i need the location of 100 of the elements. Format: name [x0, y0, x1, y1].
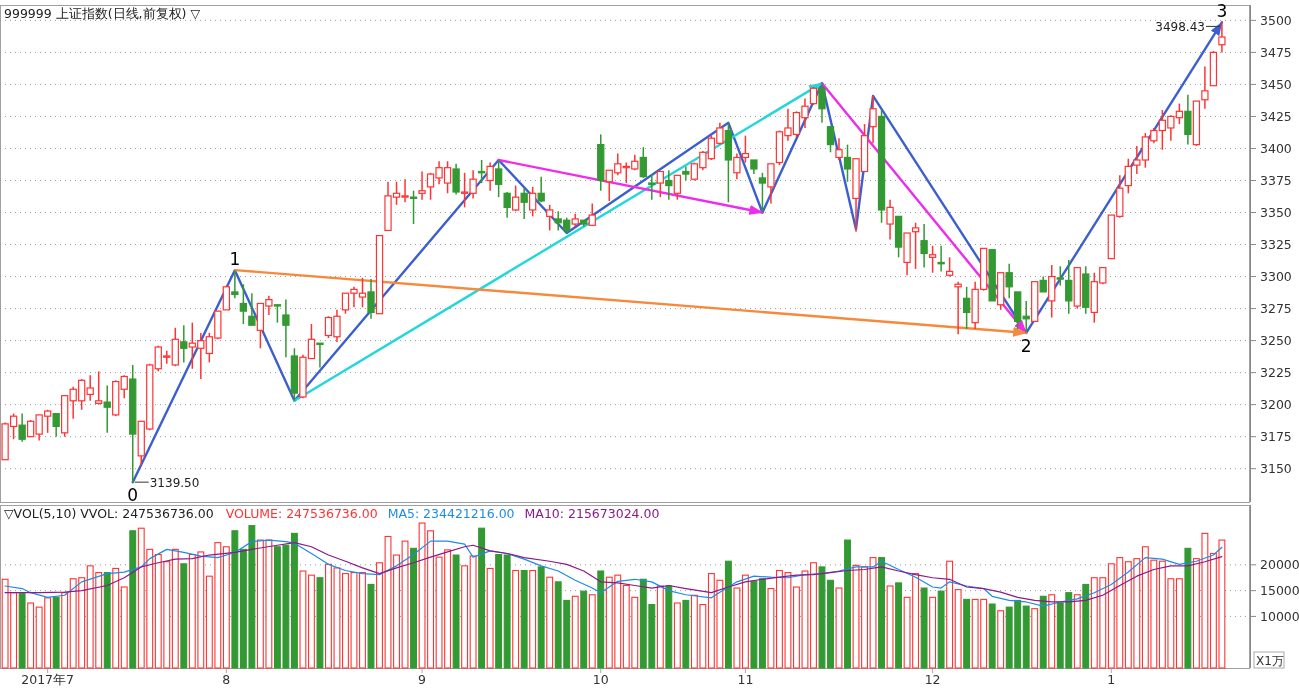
bar	[724, 560, 732, 669]
bar	[103, 572, 111, 669]
bar	[835, 587, 843, 669]
bar	[878, 557, 886, 669]
x-tick-label: 2017年7	[21, 672, 75, 687]
y-tick-label: 3425	[1260, 108, 1292, 124]
bar	[529, 569, 537, 669]
y-tick-label: 3325	[1260, 237, 1292, 253]
bar	[597, 570, 605, 669]
bar	[18, 593, 26, 669]
bar	[750, 580, 758, 669]
y-tick-label: 10000	[1260, 608, 1299, 624]
bar	[988, 603, 996, 669]
bar	[316, 577, 324, 669]
bar	[469, 555, 477, 669]
y-tick-label: 3350	[1260, 205, 1292, 221]
y-tick-label: 3250	[1260, 333, 1292, 349]
bar	[946, 560, 954, 669]
bar	[112, 567, 120, 669]
bar	[1031, 608, 1039, 669]
bar	[27, 602, 35, 669]
text: MA5: 234421216.00	[387, 506, 515, 521]
bar	[1039, 595, 1047, 669]
text: MA10: 215673024.00	[524, 506, 660, 521]
bar	[120, 586, 128, 669]
y-tick-label: 3500	[1260, 12, 1292, 28]
bar	[929, 596, 937, 669]
bar	[537, 566, 545, 669]
bar	[410, 547, 417, 669]
bar	[656, 585, 664, 669]
bar	[367, 583, 375, 669]
bar	[61, 592, 69, 669]
bar	[571, 595, 579, 669]
annotation: 0	[127, 485, 139, 506]
y-tick-label: 3150	[1260, 461, 1292, 477]
bar	[1048, 594, 1056, 669]
bar	[997, 610, 1005, 669]
bar	[1175, 578, 1183, 669]
text: X1万	[1256, 653, 1284, 668]
bar	[129, 530, 137, 669]
y-tick-label: 3200	[1260, 397, 1292, 413]
bar	[954, 589, 962, 669]
bar	[512, 569, 520, 669]
bar	[452, 554, 460, 669]
annotation: 3	[1216, 1, 1228, 22]
y-tick-label: 3475	[1260, 44, 1292, 60]
bar	[886, 585, 894, 669]
bar	[495, 553, 503, 669]
y-tick-label: 15000	[1260, 583, 1299, 599]
x-tick-label: 1	[1107, 672, 1116, 687]
y-tick-label: 3275	[1260, 301, 1292, 317]
chart-title: 999999 上证指数(日线,前复权) ▽	[4, 6, 201, 21]
bar	[682, 599, 690, 669]
annotation: 1	[229, 249, 241, 270]
bar	[741, 574, 749, 669]
bar	[758, 578, 766, 669]
bar	[52, 596, 60, 669]
x-tick-label: 9	[418, 672, 427, 687]
x-tick-label: 11	[737, 672, 754, 687]
y-tick-label: 3450	[1260, 76, 1292, 92]
bar	[180, 563, 188, 669]
y-tick-label: 3225	[1260, 365, 1292, 381]
bar	[588, 594, 596, 669]
bar	[1184, 547, 1192, 669]
x-tick-label: 12	[924, 672, 941, 687]
bar	[937, 590, 945, 669]
y-tick-label: 3375	[1260, 172, 1292, 188]
annotation: 2	[1020, 335, 1032, 356]
bar	[665, 585, 673, 669]
bar	[546, 576, 554, 669]
y-tick-label: 3175	[1260, 429, 1292, 445]
bar	[503, 554, 511, 669]
bar	[520, 569, 528, 669]
bar	[920, 587, 928, 669]
bar	[963, 598, 971, 669]
bar	[1022, 605, 1030, 669]
bar	[895, 582, 903, 669]
y-tick-label: 3400	[1260, 140, 1292, 156]
series-label: VOLUME: 247536736.00	[225, 506, 378, 521]
bar	[478, 527, 486, 669]
bar	[673, 602, 681, 669]
bar	[580, 590, 588, 669]
bar	[299, 570, 307, 669]
x-tick-label: 8	[222, 672, 231, 687]
bar	[171, 548, 179, 669]
bar	[844, 539, 851, 669]
chart-title: ▽VOL(5,10) VVOL: 247536736.00	[4, 506, 214, 521]
bar	[486, 567, 494, 669]
bar	[461, 565, 469, 669]
bar	[231, 530, 239, 669]
bar	[767, 588, 775, 669]
bar	[222, 546, 230, 669]
y-tick-label: 20000	[1260, 557, 1299, 573]
bar	[733, 587, 741, 669]
bar	[307, 574, 315, 669]
x-tick-label: 10	[592, 672, 609, 687]
y-tick-label: 3300	[1260, 269, 1292, 285]
bar	[290, 532, 298, 669]
annotation: 3498.43	[1155, 20, 1205, 35]
annotation: 3139.50	[149, 475, 200, 490]
